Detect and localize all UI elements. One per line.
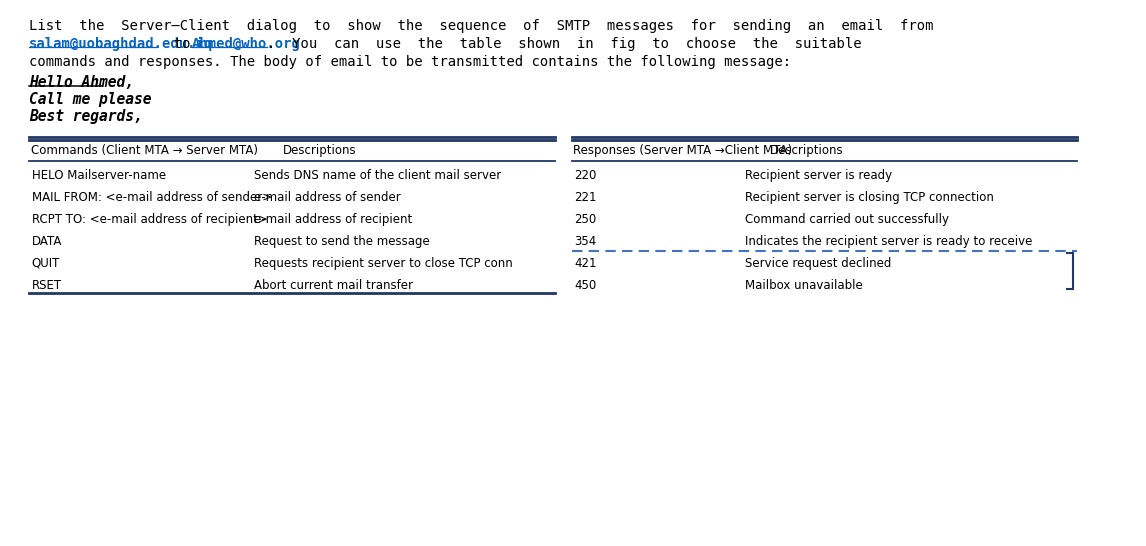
Text: salam@uobaghdad.edu.iq: salam@uobaghdad.edu.iq <box>29 37 213 51</box>
Text: 220: 220 <box>574 169 597 182</box>
Text: List  the  Server–Client  dialog  to  show  the  sequence  of  SMTP  messages  f: List the Server–Client dialog to show th… <box>29 19 934 33</box>
Text: Ahmed@who.org: Ahmed@who.org <box>191 37 300 51</box>
Text: RCPT TO: <e-mail address of recipient>: RCPT TO: <e-mail address of recipient> <box>32 213 268 226</box>
Text: Descriptions: Descriptions <box>769 144 843 157</box>
Text: Sends DNS name of the client mail server: Sends DNS name of the client mail server <box>254 169 501 182</box>
Text: 221: 221 <box>574 191 597 204</box>
Text: 450: 450 <box>574 279 597 292</box>
Text: e-mail address of sender: e-mail address of sender <box>254 191 401 204</box>
Text: to: to <box>157 37 207 51</box>
Text: HELO Mailserver-name: HELO Mailserver-name <box>32 169 166 182</box>
Text: Descriptions: Descriptions <box>283 144 356 157</box>
Text: Call me please: Call me please <box>29 92 151 107</box>
Text: e-mail address of recipient: e-mail address of recipient <box>254 213 413 226</box>
Text: 250: 250 <box>574 213 597 226</box>
Text: Command carried out successfully: Command carried out successfully <box>745 213 949 226</box>
Text: .  You  can  use  the  table  shown  in  fig  to  choose  the  suitable: . You can use the table shown in fig to … <box>267 37 862 51</box>
Text: Responses (Server MTA →Client MTA): Responses (Server MTA →Client MTA) <box>573 144 793 157</box>
Text: DATA: DATA <box>32 235 62 248</box>
Text: Request to send the message: Request to send the message <box>254 235 430 248</box>
Text: Recipient server is closing TCP connection: Recipient server is closing TCP connecti… <box>745 191 995 204</box>
Text: Best regards,: Best regards, <box>29 109 143 124</box>
Text: Commands (Client MTA → Server MTA): Commands (Client MTA → Server MTA) <box>31 144 258 157</box>
Text: commands and responses. The body of email to be transmitted contains the followi: commands and responses. The body of emai… <box>29 55 791 69</box>
Text: Mailbox unavailable: Mailbox unavailable <box>745 279 863 292</box>
Text: Abort current mail transfer: Abort current mail transfer <box>254 279 413 292</box>
Text: Recipient server is ready: Recipient server is ready <box>745 169 893 182</box>
Text: Hello Ahmed,: Hello Ahmed, <box>29 75 134 90</box>
Text: RSET: RSET <box>32 279 62 292</box>
Text: 421: 421 <box>574 257 597 270</box>
Text: Indicates the recipient server is ready to receive: Indicates the recipient server is ready … <box>745 235 1033 248</box>
Text: Requests recipient server to close TCP conn: Requests recipient server to close TCP c… <box>254 257 512 270</box>
Text: MAIL FROM: <e-mail address of sender>: MAIL FROM: <e-mail address of sender> <box>32 191 272 204</box>
Text: Service request declined: Service request declined <box>745 257 892 270</box>
Text: QUIT: QUIT <box>32 257 61 270</box>
Text: 354: 354 <box>574 235 597 248</box>
